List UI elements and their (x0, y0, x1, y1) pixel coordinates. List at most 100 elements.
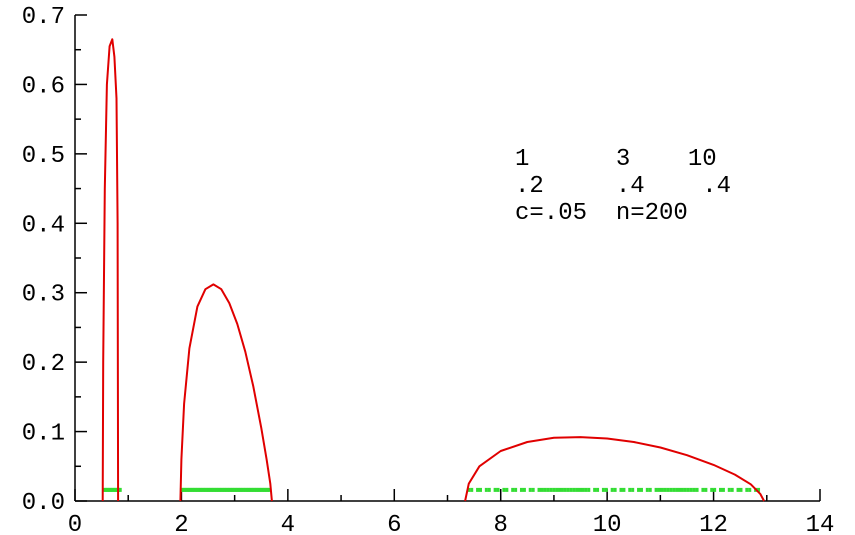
density-curve-1 (101, 38, 120, 502)
eigenvalue-point (757, 487, 761, 492)
y-tick-label: 0.7 (22, 4, 65, 31)
eigenvalue-point (572, 487, 576, 492)
eigenvalue-point (540, 487, 544, 492)
x-tick-label: 6 (387, 512, 401, 535)
eigenvalue-point (266, 487, 270, 492)
eigenvalue-point (264, 487, 268, 492)
eigenvalue-point (254, 487, 258, 492)
eigenvalue-point (219, 487, 223, 492)
parameter-annotation: 1 3 10.2 .4 .4c=.05 n=200 (515, 146, 731, 227)
eigenvalue-points (102, 487, 761, 492)
eigenvalue-point (216, 487, 220, 492)
eigenvalue-point (718, 487, 722, 492)
eigenvalue-point (213, 487, 217, 492)
x-tick-label: 8 (494, 512, 508, 535)
y-tick-label: 0.1 (22, 421, 65, 448)
eigenvalue-point (262, 487, 266, 492)
y-tick-label: 0.3 (22, 282, 65, 309)
eigenvalue-point (581, 487, 585, 492)
eigenvalue-point (622, 487, 626, 492)
eigenvalue-point (259, 487, 263, 492)
eigenvalue-point (587, 487, 591, 492)
eigenvalue-point (197, 487, 201, 492)
eigenvalue-point (186, 487, 190, 492)
x-axis-ticks: 0 2 4 6 8 10 12 14 (68, 489, 835, 535)
eigenvalue-point (251, 487, 255, 492)
eigenvalue-point (493, 487, 497, 492)
eigenvalue-point (238, 487, 242, 492)
eigenvalue-point (727, 487, 731, 492)
y-tick-label: 0.0 (22, 490, 65, 517)
density-curve-2 (179, 283, 273, 502)
eigenvalue-point (558, 487, 562, 492)
eigenvalue-point (701, 487, 705, 492)
eigenvalue-point (593, 487, 597, 492)
eigenvalue-point (619, 487, 623, 492)
eigenvalue-point (487, 487, 491, 492)
eigenvalue-point (232, 487, 236, 492)
eigenvalue-point (211, 487, 215, 492)
eigenvalue-point (505, 487, 509, 492)
eigenvalue-point (689, 487, 693, 492)
eigenvalue-point (648, 487, 652, 492)
eigenvalue-point (654, 487, 658, 492)
eigenvalue-point (584, 487, 588, 492)
eigenvalue-point (476, 487, 480, 492)
eigenvalue-point (231, 487, 235, 492)
eigenvalue-point (546, 487, 550, 492)
eigenvalue-point (234, 487, 238, 492)
eigenvalue-point (183, 487, 187, 492)
eigenvalue-point (184, 487, 188, 492)
annotation-line: c=.05 n=200 (515, 200, 688, 227)
eigenvalue-point (195, 487, 199, 492)
eigenvalue-point (496, 487, 500, 492)
eigenvalue-point (596, 487, 600, 492)
eigenvalue-point (199, 487, 203, 492)
eigenvalue-point (218, 487, 222, 492)
eigenvalue-point (253, 487, 257, 492)
eigenvalue-point (519, 487, 523, 492)
eigenvalue-point (107, 487, 111, 492)
eigenvalue-point (467, 487, 471, 492)
x-tick-label: 14 (806, 512, 835, 535)
eigenvalue-point (710, 487, 714, 492)
eigenvalue-point (675, 487, 679, 492)
eigenvalue-point (246, 487, 250, 492)
eigenvalue-point (223, 487, 227, 492)
eigenvalue-point (748, 487, 752, 492)
eigenvalue-point (549, 487, 553, 492)
axes (74, 15, 820, 502)
eigenvalue-point (191, 487, 195, 492)
eigenvalue-point (528, 487, 532, 492)
eigenvalue-point (470, 487, 474, 492)
eigenvalue-point (240, 487, 244, 492)
eigenvalue-point (704, 487, 708, 492)
eigenvalue-point (604, 487, 608, 492)
eigenvalue-point (745, 487, 749, 492)
eigenvalue-point (187, 487, 191, 492)
eigenvalue-point (555, 487, 559, 492)
eigenvalue-point (237, 487, 241, 492)
y-tick-label: 0.5 (22, 143, 65, 170)
eigenvalue-point (105, 487, 109, 492)
eigenvalue-point (478, 487, 482, 492)
eigenvalue-point (537, 487, 541, 492)
eigenvalue-point (113, 487, 117, 492)
eigenvalue-point (102, 487, 106, 492)
eigenvalue-point (628, 487, 632, 492)
eigenvalue-point (115, 487, 119, 492)
eigenvalue-point (695, 487, 699, 492)
density-curve-3 (464, 436, 765, 502)
eigenvalue-point (242, 487, 246, 492)
eigenvalue-point (112, 487, 116, 492)
eigenvalue-point (736, 487, 740, 492)
eigenvalue-point (229, 487, 233, 492)
eigenvalue-point (484, 487, 488, 492)
eigenvalue-point (200, 487, 204, 492)
eigenvalue-point (243, 487, 247, 492)
eigenvalue-point (663, 487, 667, 492)
density-curves (101, 38, 765, 502)
eigenvalue-point (683, 487, 687, 492)
eigenvalue-point (552, 487, 556, 492)
